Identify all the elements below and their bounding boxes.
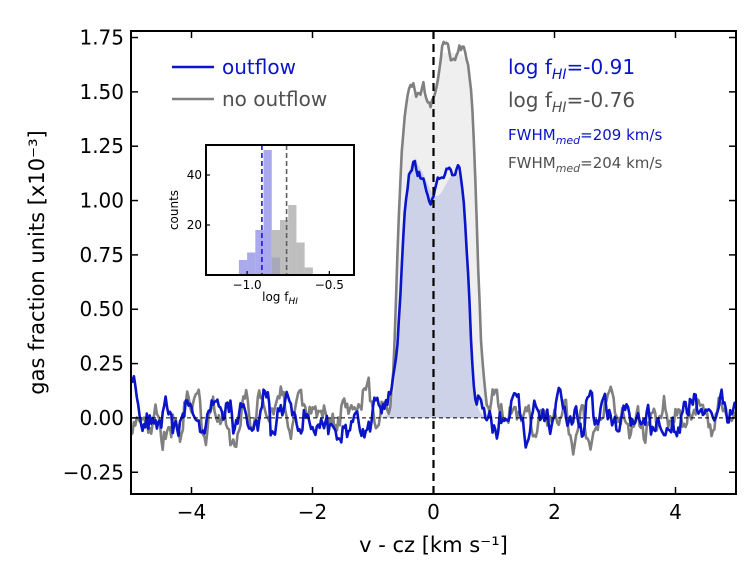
y-tick-label: −0.25 xyxy=(63,460,124,484)
inset-bar-outflow xyxy=(263,150,272,275)
x-tick-label: −2 xyxy=(298,500,327,524)
inset-x-tick-label: −1.0 xyxy=(233,278,262,292)
inset-bar-outflow xyxy=(247,252,256,275)
y-tick-label: 1.75 xyxy=(79,26,124,50)
x-tick-label: 2 xyxy=(548,500,561,524)
main-plot-area: −4 −2 0 2 4 −0.25 0.00 0.25 0.50 0.75 1.00 1.25 1.5… xyxy=(63,26,738,524)
x-tick-label: −4 xyxy=(177,500,206,524)
y-axis-label: gas fraction units [x10⁻³] xyxy=(25,130,49,395)
y-tick-label: 0.50 xyxy=(79,297,124,321)
no-outflow-logf-annotation: log fHI=-0.76 xyxy=(508,88,635,116)
inset-y-axis-label: counts xyxy=(167,190,181,230)
y-tick-label: 1.50 xyxy=(79,80,124,104)
inset-bar-no-outflow xyxy=(288,205,297,275)
inset-y-tick-label: 40 xyxy=(187,168,202,182)
legend: outflow no outflow xyxy=(172,55,327,111)
inset-y-tick-label: 20 xyxy=(187,218,202,232)
inset-bar-outflow xyxy=(255,230,264,275)
legend-label-no-outflow: no outflow xyxy=(222,87,327,111)
legend-label-outflow: outflow xyxy=(222,55,296,79)
inset-bar-no-outflow xyxy=(304,267,313,275)
x-tick-label: 4 xyxy=(669,500,682,524)
y-tick-label: 1.25 xyxy=(79,134,124,158)
inset-bar-outflow xyxy=(238,260,248,275)
y-tick-label: 0.00 xyxy=(79,406,124,430)
no-outflow-fwhm-annotation: FWHMmed=204 km/s xyxy=(508,154,662,175)
annotations: log fHI=-0.91 log fHI=-0.76 FWHMmed=209 … xyxy=(508,55,662,175)
inset-x-tick-label: −0.5 xyxy=(315,278,344,292)
outflow-logf-annotation: log fHI=-0.91 xyxy=(508,55,635,83)
inset-bar-no-outflow xyxy=(296,242,305,275)
inset-histogram: −1.0 −0.5 20 40 counts log fHI xyxy=(167,144,355,307)
inset-bar-no-outflow xyxy=(280,220,289,275)
y-tick-label: 0.25 xyxy=(79,352,124,376)
inset-frame xyxy=(205,144,355,276)
x-axis-label: v - cz [km s⁻¹] xyxy=(359,533,508,557)
profile-fill-outflow xyxy=(131,158,736,418)
outflow-fwhm-annotation: FWHMmed=209 km/s xyxy=(508,126,662,147)
inset-x-axis-label: log fHI xyxy=(262,290,298,307)
y-tick-label: 0.75 xyxy=(79,243,124,267)
y-tick-label: 1.00 xyxy=(79,189,124,213)
inset-bar-no-outflow xyxy=(271,230,280,275)
series-line-outflow xyxy=(130,159,738,449)
x-tick-label: 0 xyxy=(427,500,440,524)
